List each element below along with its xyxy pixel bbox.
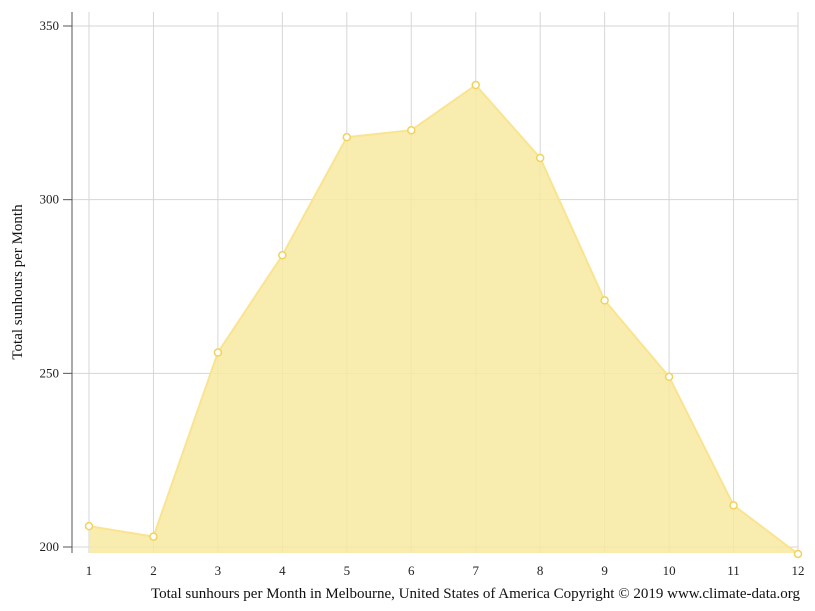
- area-fill: [89, 85, 798, 554]
- data-point-2: [149, 532, 158, 541]
- series-line: [88, 83, 799, 555]
- x-tick-labels: 1 2 3 4 5 6 7 8 9 10 11 12: [86, 563, 805, 578]
- y-tick-label-350: 350: [40, 18, 60, 33]
- data-point-10: [664, 372, 674, 382]
- data-point-1: [84, 521, 94, 531]
- x-tick-label-8: 8: [537, 563, 544, 578]
- x-tick-label-6: 6: [408, 563, 415, 578]
- x-tick-label-4: 4: [279, 563, 286, 578]
- data-point-7: [471, 80, 480, 90]
- x-tick-label-7: 7: [472, 563, 479, 578]
- data-point-5: [342, 132, 352, 142]
- y-tick-label-200: 200: [40, 539, 60, 554]
- y-tick-label-300: 300: [40, 192, 60, 207]
- data-point-9: [600, 296, 609, 305]
- x-tick-label-1: 1: [86, 563, 93, 578]
- x-tick-label-12: 12: [792, 563, 805, 578]
- x-tick-label-11: 11: [727, 563, 740, 578]
- x-tick-label-3: 3: [215, 563, 222, 578]
- data-points: [84, 80, 803, 559]
- x-tick-label-5: 5: [344, 563, 351, 578]
- y-tick-labels: 200 250 300 350: [40, 18, 60, 554]
- data-point-11: [729, 501, 738, 510]
- data-point-3: [213, 348, 223, 357]
- x-tick-label-10: 10: [663, 563, 676, 578]
- x-axis-caption: Total sunhours per Month in Melbourne, U…: [151, 586, 800, 602]
- data-point-4: [278, 250, 287, 260]
- data-point-6: [407, 125, 416, 135]
- y-tick-label-250: 250: [40, 365, 60, 380]
- data-point-12: [793, 549, 803, 559]
- axes: [63, 12, 73, 553]
- area-series: [88, 83, 799, 555]
- x-tick-label-9: 9: [601, 563, 608, 578]
- y-axis-title: Total sunhours per Month: [10, 204, 26, 360]
- x-tick-label-2: 2: [150, 563, 157, 578]
- data-point-8: [535, 153, 545, 163]
